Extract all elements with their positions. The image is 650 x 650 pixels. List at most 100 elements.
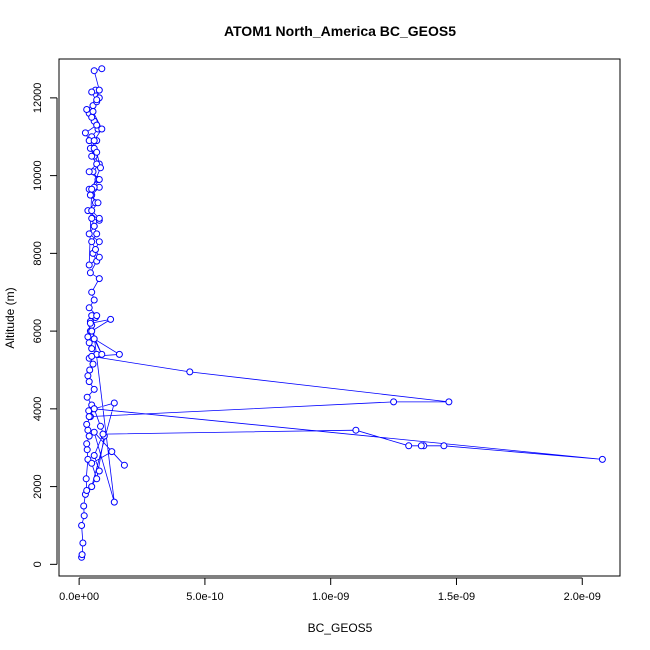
data-point <box>88 327 96 335</box>
data-point <box>95 214 103 222</box>
data-point <box>90 405 98 413</box>
data-point <box>94 199 102 207</box>
data-point <box>84 372 92 380</box>
x-tick-label: 2.0e-09 <box>564 591 601 603</box>
data-point <box>81 129 89 137</box>
data-series <box>78 65 606 561</box>
data-point <box>98 350 106 358</box>
data-point <box>88 152 96 160</box>
data-point <box>86 191 94 199</box>
data-point <box>80 512 88 520</box>
y-tick-label: 2000 <box>32 474 44 498</box>
data-point <box>90 222 98 230</box>
data-point <box>83 487 91 494</box>
y-axis: 0 2000 4000 6000 8000 10000 12000 <box>32 83 58 567</box>
data-point <box>93 312 101 320</box>
data-point <box>80 502 88 510</box>
data-point <box>417 442 425 450</box>
data-point <box>83 440 91 448</box>
x-tick-label: 0.0e+00 <box>59 591 99 603</box>
data-point <box>90 67 98 75</box>
data-point <box>120 461 128 469</box>
data-point <box>88 113 96 121</box>
data-point <box>89 360 97 368</box>
data-point <box>95 467 103 475</box>
data-point <box>90 452 98 459</box>
data-point <box>85 230 93 238</box>
y-tick-label: 4000 <box>32 397 44 421</box>
data-point <box>110 498 118 506</box>
y-tick-label: 10000 <box>32 160 44 191</box>
data-point <box>78 551 86 559</box>
data-point <box>83 446 91 454</box>
data-point <box>85 378 93 386</box>
data-point <box>95 238 103 246</box>
data-point <box>89 108 97 115</box>
data-point <box>88 483 96 491</box>
data-point <box>93 148 101 156</box>
plot-frame <box>58 58 621 577</box>
data-point <box>107 315 115 323</box>
data-point <box>85 168 93 176</box>
chart-title: ATOM1 North_America BC_GEOS5 <box>224 23 456 39</box>
data-point <box>93 230 101 238</box>
data-point <box>90 296 98 304</box>
data-point <box>88 352 96 360</box>
data-point <box>90 137 98 145</box>
data-point <box>88 345 96 353</box>
data-point <box>83 106 91 113</box>
data-point <box>88 214 96 222</box>
y-tick-label: 6000 <box>32 319 44 343</box>
y-tick-label: 12000 <box>32 83 44 114</box>
data-point <box>115 350 123 358</box>
data-point <box>97 164 104 172</box>
data-point <box>93 96 101 104</box>
data-point <box>85 413 93 421</box>
data-point <box>82 475 90 483</box>
data-point <box>85 261 93 269</box>
data-point <box>85 304 93 312</box>
data-point <box>352 426 360 434</box>
data-point <box>90 385 98 393</box>
data-point <box>98 125 106 133</box>
x-tick-label: 1.5e-09 <box>438 591 475 603</box>
data-point <box>97 422 104 430</box>
series-line <box>81 68 603 558</box>
data-point <box>390 398 398 406</box>
data-point <box>86 269 94 277</box>
x-tick-label: 5.0e-10 <box>186 591 223 603</box>
data-point <box>88 238 96 246</box>
data-point <box>93 475 101 483</box>
data-point <box>95 176 103 183</box>
data-point <box>95 275 103 283</box>
data-point <box>598 455 606 463</box>
data-point <box>445 398 453 406</box>
data-point <box>88 185 96 193</box>
data-point <box>110 399 118 407</box>
data-point <box>78 522 86 529</box>
data-point <box>186 368 194 376</box>
data-point <box>83 420 91 428</box>
data-point <box>88 207 96 215</box>
y-axis-label: Altitude (m) <box>3 287 17 348</box>
x-axis: 0.0e+00 5.0e-10 1.0e-09 1.5e-09 2.0e-09 <box>59 577 601 603</box>
data-point <box>83 393 91 401</box>
x-axis-label: BC_GEOS5 <box>308 621 373 635</box>
data-point <box>88 459 96 467</box>
data-point <box>95 86 103 94</box>
data-point <box>90 428 98 436</box>
data-point <box>88 88 96 96</box>
y-tick-label: 8000 <box>32 241 44 265</box>
data-point <box>93 121 101 129</box>
data-point <box>86 319 94 327</box>
data-point <box>88 288 96 296</box>
data-point <box>99 430 107 438</box>
data-point <box>92 246 99 253</box>
data-point <box>98 65 106 73</box>
data-point <box>84 333 92 341</box>
data-point <box>440 442 448 450</box>
data-point <box>79 539 87 547</box>
data-point <box>95 253 103 261</box>
data-point <box>405 442 413 450</box>
